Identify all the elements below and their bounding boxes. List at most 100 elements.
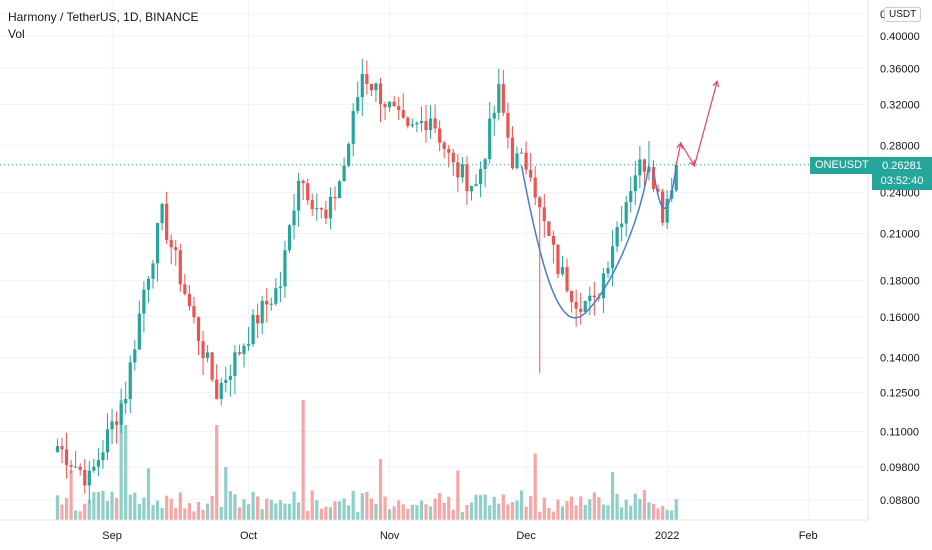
- time-tick-label: Feb: [799, 530, 818, 542]
- volume-bar: [142, 497, 146, 520]
- volume-bar: [228, 491, 232, 520]
- volume-bar: [337, 501, 342, 520]
- candle-body: [74, 466, 78, 468]
- candle-body: [374, 83, 378, 91]
- volume-bar: [565, 501, 569, 520]
- volume-bar: [510, 502, 515, 520]
- candle-body: [233, 352, 237, 376]
- candle-body: [215, 379, 219, 400]
- candle-body: [251, 314, 255, 345]
- volume-bar: [401, 504, 405, 520]
- volume-bar: [519, 490, 524, 520]
- candle-body: [529, 169, 533, 178]
- volume-indicator-label[interactable]: Vol: [8, 27, 25, 41]
- candle-body: [328, 196, 333, 219]
- price-tick-label: 0.21000: [880, 228, 920, 240]
- candle-body: [142, 289, 146, 314]
- volume-bar: [92, 492, 96, 520]
- candle-body: [410, 124, 414, 126]
- candle-body: [337, 181, 342, 199]
- volume-bar: [661, 505, 665, 520]
- candle-body: [301, 180, 305, 184]
- candle-body: [210, 352, 214, 380]
- price-tick-label: 0.24000: [880, 188, 920, 200]
- candle-body: [442, 142, 446, 150]
- volume-bar: [497, 503, 501, 520]
- candle-body: [269, 303, 273, 305]
- symbol-title[interactable]: Harmony / TetherUS, 1D, BINANCE: [8, 10, 199, 24]
- price-tick-label: 0.40000: [880, 31, 920, 43]
- currency-button[interactable]: USDT: [884, 7, 922, 22]
- time-tick-label: Sep: [102, 530, 122, 542]
- candle-body: [460, 164, 464, 178]
- candle-body: [519, 152, 524, 154]
- candle-body: [242, 345, 246, 355]
- candle-body: [620, 223, 624, 228]
- volume-bar: [419, 500, 424, 520]
- volume-bar: [183, 508, 187, 520]
- volume-bar: [274, 503, 278, 520]
- candle-body: [246, 344, 251, 346]
- time-tick-label: Dec: [516, 530, 536, 542]
- volume-bar: [460, 511, 464, 520]
- candle-body: [510, 137, 515, 169]
- price-tick-label: 0.32000: [880, 99, 920, 111]
- candle-body: [365, 74, 369, 85]
- candle-body: [588, 295, 592, 301]
- volume-bar: [206, 503, 210, 520]
- time-axis[interactable]: Sep Oct Nov Dec 2022 Feb: [102, 530, 817, 542]
- candlesticks: [55, 58, 678, 503]
- last-price-tag: 0.26281 03:52:40: [872, 157, 932, 190]
- volume-bar: [469, 502, 474, 520]
- volume-bar: [465, 504, 469, 520]
- volume-bar: [638, 498, 642, 520]
- price-tick-label: 0.36000: [880, 63, 920, 75]
- volume-bar: [428, 506, 433, 520]
- candle-body: [278, 286, 282, 289]
- volume-bar: [629, 505, 633, 520]
- candle-body: [55, 446, 60, 453]
- volume-bar: [574, 505, 578, 520]
- price-axis[interactable]: 0.430000.400000.360000.320000.280000.240…: [880, 9, 920, 507]
- volume-bar: [597, 497, 601, 520]
- volume-bar: [105, 501, 110, 520]
- volume-bar: [588, 499, 592, 520]
- volume-bar: [442, 502, 446, 520]
- volume-bar: [165, 495, 169, 520]
- volume-bar: [215, 425, 219, 520]
- candle-body: [96, 460, 100, 467]
- volume-bar: [397, 500, 401, 520]
- candle-body: [551, 235, 555, 245]
- volume-bar: [501, 494, 505, 520]
- volume-bar: [83, 503, 87, 520]
- volume-bar: [301, 400, 305, 520]
- candle-body: [547, 221, 551, 236]
- candle-body: [378, 83, 383, 105]
- candle-body: [342, 165, 346, 182]
- volume-bar: [78, 511, 82, 520]
- volume-bar: [137, 503, 141, 520]
- bar-countdown: 03:52:40: [880, 175, 924, 187]
- candle-body: [474, 184, 478, 187]
- candle-body: [315, 208, 319, 210]
- volume-bar: [246, 504, 251, 520]
- projection-arrow: [675, 81, 718, 168]
- candle-body: [556, 244, 560, 275]
- candle-body: [515, 153, 519, 169]
- candle-body: [469, 186, 474, 192]
- volume-bar: [601, 504, 606, 520]
- candle-body: [319, 208, 323, 210]
- candle-body: [651, 167, 656, 190]
- candle-body: [297, 180, 301, 211]
- volume-bar: [533, 453, 537, 520]
- candle-body: [483, 159, 487, 170]
- handle-pattern-curve: [652, 165, 677, 209]
- projection-arrowheads: [676, 80, 720, 167]
- volume-bar: [451, 509, 455, 520]
- volume-bar: [624, 499, 628, 520]
- volume-bar: [538, 511, 542, 520]
- candle-body: [488, 118, 492, 160]
- volume-bar: [155, 500, 160, 520]
- volume-bar: [551, 511, 555, 520]
